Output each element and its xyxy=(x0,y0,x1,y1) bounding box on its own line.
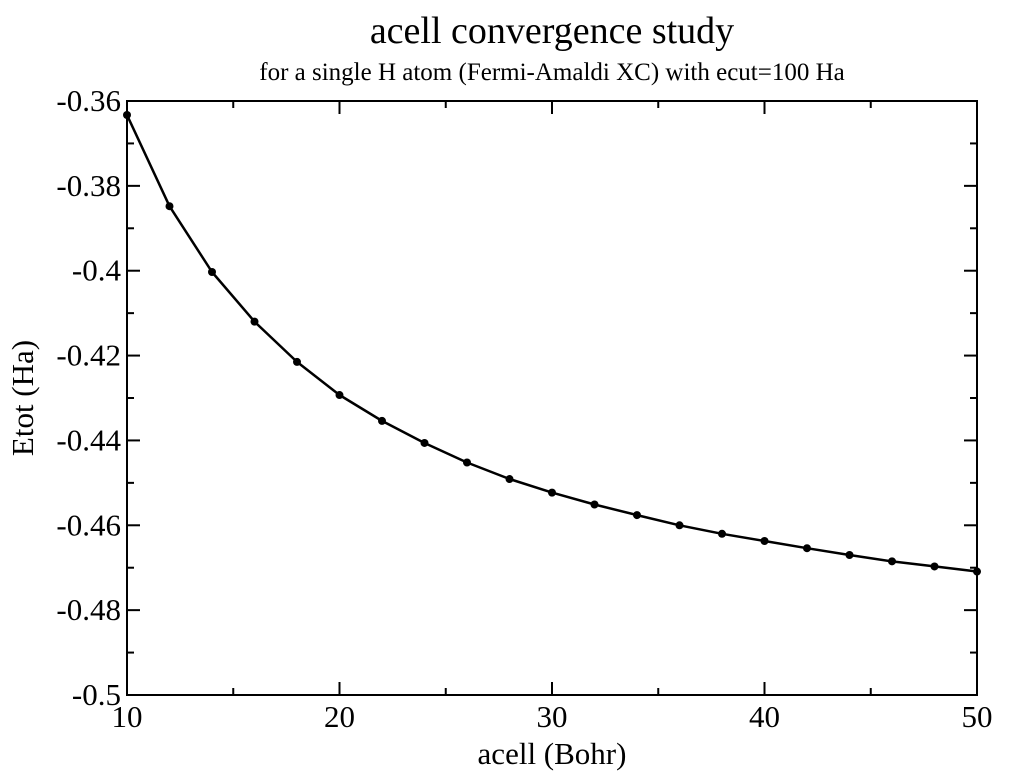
data-point xyxy=(548,488,556,497)
x-tick-label: 40 xyxy=(749,699,780,734)
y-tick-label: -0.36 xyxy=(56,83,121,118)
series-line xyxy=(125,114,978,573)
y-tick-label: -0.4 xyxy=(72,253,122,288)
y-tick-label: -0.46 xyxy=(56,507,121,542)
x-tick-label: 20 xyxy=(324,699,355,734)
data-point xyxy=(803,544,811,553)
data-point xyxy=(293,357,301,366)
y-tick-label: -0.5 xyxy=(72,677,121,712)
data-point xyxy=(420,438,429,447)
data-point xyxy=(930,562,939,571)
x-tick-label: 50 xyxy=(962,699,993,734)
y-axis-label: Etot (Ha) xyxy=(5,340,40,456)
data-point xyxy=(208,267,216,276)
data-series xyxy=(123,111,981,576)
chart-subtitle: for a single H atom (Fermi-Amaldi XC) wi… xyxy=(259,59,845,86)
x-tick-label: 30 xyxy=(537,699,568,734)
x-tick-label: 10 xyxy=(112,699,143,734)
data-point xyxy=(505,475,514,484)
data-point xyxy=(378,416,386,425)
data-point xyxy=(675,521,684,530)
data-point xyxy=(590,500,599,509)
data-point xyxy=(633,511,641,520)
data-point xyxy=(250,317,259,326)
y-tick-label: -0.38 xyxy=(56,168,121,203)
data-point xyxy=(463,458,471,467)
data-point xyxy=(888,557,896,566)
y-tick-label: -0.42 xyxy=(56,338,121,373)
data-point xyxy=(845,550,854,559)
data-point xyxy=(165,202,174,211)
y-tick-label: -0.48 xyxy=(56,592,121,627)
data-point xyxy=(335,391,344,400)
axis-ticks: 10 20 30 40 50 -0.5 -0.48 -0.46 -0.44 -0.42 -0.4 -0… xyxy=(56,83,992,734)
y-tick-label: -0.44 xyxy=(56,422,121,457)
data-point xyxy=(760,536,769,545)
x-axis-label: acell (Bohr) xyxy=(478,736,627,771)
chart-title: acell convergence study xyxy=(370,10,734,52)
data-point xyxy=(718,529,726,538)
plot-frame xyxy=(126,100,978,696)
